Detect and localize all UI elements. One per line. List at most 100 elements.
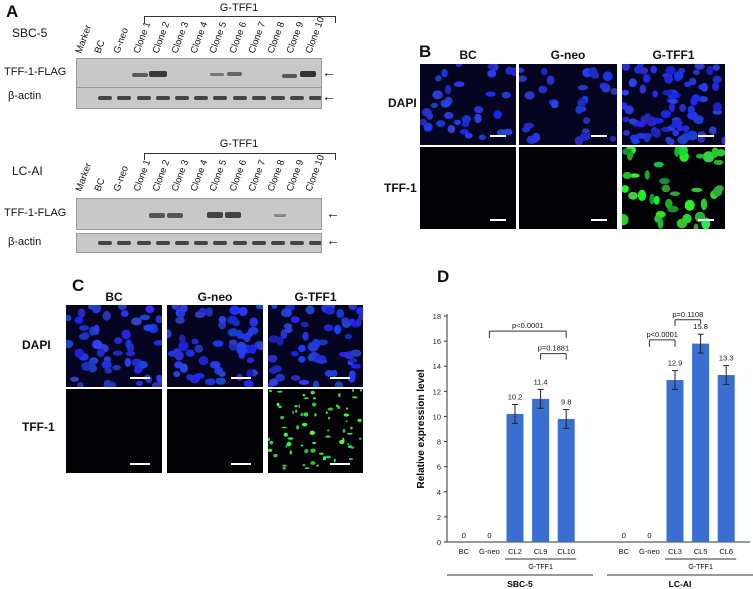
dapi-cell xyxy=(151,382,162,387)
green-dot-cell xyxy=(287,437,294,440)
green-dot-cell xyxy=(325,455,331,459)
group-label: SBC-5 xyxy=(507,579,533,589)
blot1-tff1-blot xyxy=(76,58,322,88)
dapi-cell xyxy=(305,305,315,315)
dapi-cell xyxy=(653,117,664,124)
dapi-cell xyxy=(599,82,608,90)
blot2-lane-3: Clone 1 xyxy=(131,158,153,193)
dapi-cell xyxy=(268,354,278,363)
dapi-cell xyxy=(665,66,676,75)
dapi-cell xyxy=(668,139,675,145)
category-label: CL3 xyxy=(668,547,682,556)
dapi-cell xyxy=(120,310,129,317)
panel-b-dapi-bc xyxy=(420,64,516,145)
blot1-group-bracket xyxy=(144,16,336,23)
dapi-cell xyxy=(91,305,102,314)
dapi-cell xyxy=(74,348,84,358)
dapi-cell xyxy=(246,369,254,378)
value-label: 0 xyxy=(647,531,651,540)
green-dot-cell xyxy=(268,437,270,442)
green-dot-cell xyxy=(278,405,282,409)
dapi-cell xyxy=(679,104,687,112)
dapi-cell xyxy=(622,89,630,96)
blot2-lane-0: Marker xyxy=(73,161,95,193)
green-dot-cell xyxy=(276,402,280,407)
panel-b-tff1-gtff1 xyxy=(622,147,725,229)
dapi-cell xyxy=(78,333,89,340)
dapi-cell xyxy=(712,102,723,112)
bar-LC-AI-CL3 xyxy=(666,380,684,542)
dapi-cell xyxy=(300,321,309,328)
y-tick-label: 18 xyxy=(433,312,441,321)
bar-SBC-5-CL2 xyxy=(506,413,524,542)
dapi-cell xyxy=(436,120,446,127)
green-dot-cell xyxy=(358,437,362,440)
blot1-cell-line: SBC-5 xyxy=(12,26,48,40)
panel-c-dapi-gneo xyxy=(167,305,263,387)
green-blob-cell xyxy=(628,191,638,200)
blot1-actin-blot xyxy=(76,87,322,109)
sig-label: p<0.0001 xyxy=(646,330,678,339)
dapi-cell xyxy=(693,69,700,75)
dapi-cell xyxy=(209,361,221,369)
dapi-cell xyxy=(478,134,487,141)
green-blob-cell xyxy=(715,185,724,192)
dapi-cell xyxy=(358,313,363,321)
panel-c-dapi-bc xyxy=(66,305,162,387)
green-blob-cell xyxy=(676,218,688,229)
blot2-lane-4: Clone 2 xyxy=(150,158,172,193)
green-blob-cell xyxy=(691,187,703,193)
green-dot-cell xyxy=(348,458,354,460)
panel-b-tff1-bc xyxy=(420,147,516,229)
dapi-cell xyxy=(694,64,705,70)
blot2-actin-blot xyxy=(76,233,322,253)
dapi-cell xyxy=(432,90,443,100)
dapi-cell xyxy=(689,77,697,86)
y-tick-label: 16 xyxy=(433,337,441,346)
dapi-cell xyxy=(175,316,185,324)
panel-c-letter: C xyxy=(72,276,85,295)
dapi-cell xyxy=(639,84,647,94)
green-dot-cell xyxy=(350,446,355,449)
green-dot-cell xyxy=(296,425,300,430)
dapi-cell xyxy=(541,68,548,76)
green-dot-cell xyxy=(282,464,287,467)
green-blob-cell xyxy=(674,147,680,157)
sig-label: p=0.1108 xyxy=(672,310,703,319)
dapi-cell xyxy=(74,316,83,324)
subgroup-label: G-TFF1 xyxy=(528,564,553,571)
green-blob-cell xyxy=(653,195,660,205)
dapi-cell xyxy=(179,363,188,373)
dapi-cell xyxy=(324,370,334,377)
value-label: 11.4 xyxy=(534,377,548,386)
green-blob-cell xyxy=(665,198,673,209)
dapi-cell xyxy=(464,132,473,139)
panel-c-col-gtff1: G-TFF1 xyxy=(294,290,337,304)
dapi-cell xyxy=(524,91,535,100)
panel-c-row-tff1: TFF-1 xyxy=(22,420,55,434)
dapi-cell xyxy=(461,115,472,123)
dapi-cell xyxy=(107,381,117,387)
dapi-cell xyxy=(268,335,280,343)
dapi-cell xyxy=(191,338,199,345)
value-label: 10.2 xyxy=(508,393,523,402)
dapi-cell xyxy=(531,132,541,143)
dapi-cell xyxy=(88,364,97,373)
bar-LC-AI-CL6 xyxy=(717,375,735,542)
dapi-cell xyxy=(444,112,454,120)
dapi-cell xyxy=(205,307,213,317)
dapi-cell xyxy=(672,129,680,137)
green-dot-cell xyxy=(310,390,315,395)
dapi-cell xyxy=(227,328,239,337)
green-blob-cell xyxy=(649,193,655,205)
dapi-cell xyxy=(348,370,356,380)
subgroup-label: G-TFF1 xyxy=(688,564,713,571)
green-dot-cell xyxy=(359,389,363,392)
dapi-cell xyxy=(435,75,442,82)
dapi-cell xyxy=(70,376,79,382)
category-label: CL10 xyxy=(557,547,575,556)
dapi-cell xyxy=(644,113,652,123)
dapi-cell xyxy=(302,331,309,341)
dapi-cell xyxy=(652,90,659,98)
dapi-cell xyxy=(430,102,438,108)
